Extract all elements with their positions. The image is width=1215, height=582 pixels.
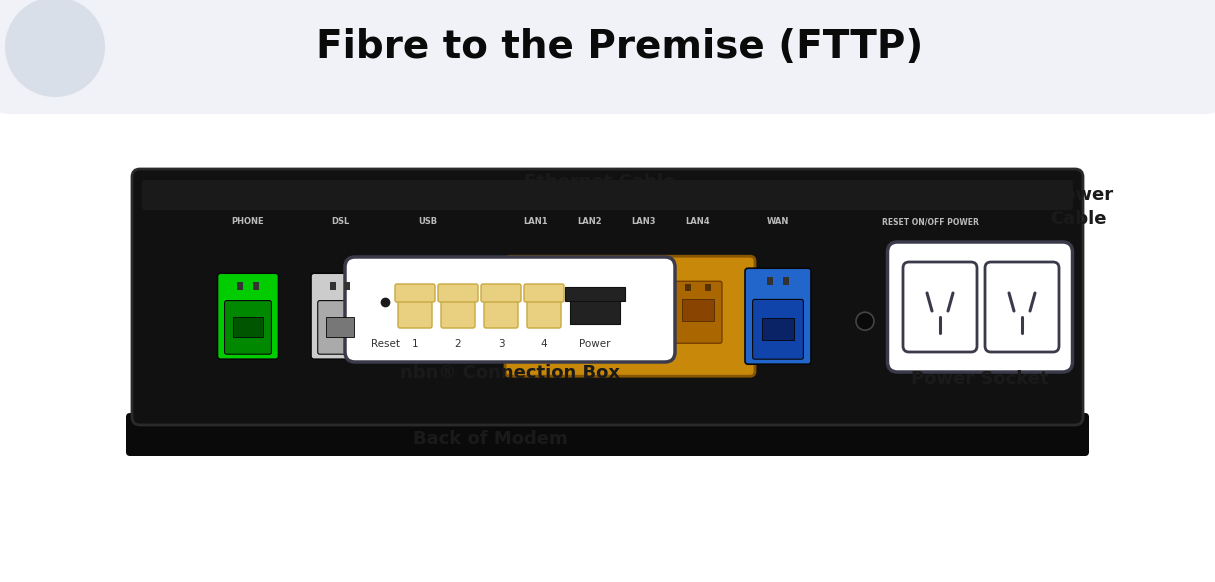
FancyBboxPatch shape — [237, 282, 243, 290]
FancyBboxPatch shape — [985, 262, 1059, 352]
FancyBboxPatch shape — [399, 296, 433, 328]
Text: nbn® Connection Box: nbn® Connection Box — [400, 364, 620, 382]
Circle shape — [857, 312, 874, 330]
FancyBboxPatch shape — [570, 299, 620, 324]
FancyBboxPatch shape — [126, 413, 1089, 456]
FancyBboxPatch shape — [527, 296, 561, 328]
FancyBboxPatch shape — [326, 317, 355, 338]
FancyBboxPatch shape — [767, 277, 773, 285]
FancyBboxPatch shape — [620, 281, 668, 343]
FancyBboxPatch shape — [887, 242, 1073, 372]
FancyBboxPatch shape — [631, 284, 637, 291]
Text: USB: USB — [418, 218, 437, 226]
Circle shape — [5, 0, 104, 97]
FancyBboxPatch shape — [597, 284, 603, 291]
FancyBboxPatch shape — [705, 284, 711, 291]
FancyBboxPatch shape — [344, 282, 350, 290]
Text: 2: 2 — [454, 339, 462, 349]
Text: 1: 1 — [412, 339, 418, 349]
FancyBboxPatch shape — [522, 284, 529, 291]
Text: RESET ON/OFF POWER: RESET ON/OFF POWER — [882, 218, 978, 226]
FancyBboxPatch shape — [685, 284, 691, 291]
Text: Power: Power — [580, 339, 611, 349]
FancyBboxPatch shape — [565, 287, 625, 301]
FancyBboxPatch shape — [418, 283, 437, 349]
FancyBboxPatch shape — [762, 318, 795, 340]
Text: WAN: WAN — [767, 218, 790, 226]
FancyBboxPatch shape — [674, 281, 722, 343]
FancyBboxPatch shape — [573, 299, 606, 321]
Text: 3: 3 — [498, 339, 504, 349]
FancyBboxPatch shape — [512, 281, 560, 343]
FancyBboxPatch shape — [217, 273, 278, 359]
FancyBboxPatch shape — [903, 262, 977, 352]
FancyBboxPatch shape — [441, 296, 475, 328]
Text: LAN3: LAN3 — [632, 218, 656, 226]
FancyBboxPatch shape — [524, 284, 564, 302]
FancyBboxPatch shape — [345, 257, 676, 362]
FancyBboxPatch shape — [253, 282, 259, 290]
Text: LAN2: LAN2 — [577, 218, 603, 226]
FancyBboxPatch shape — [651, 284, 657, 291]
Text: DSL: DSL — [330, 218, 349, 226]
FancyBboxPatch shape — [481, 284, 521, 302]
FancyBboxPatch shape — [577, 284, 583, 291]
FancyBboxPatch shape — [543, 284, 549, 291]
FancyBboxPatch shape — [437, 284, 477, 302]
Text: Ethernet Cable: Ethernet Cable — [525, 173, 676, 191]
Text: PHONE: PHONE — [232, 218, 265, 226]
FancyBboxPatch shape — [784, 277, 790, 285]
Circle shape — [957, 299, 1002, 343]
FancyBboxPatch shape — [395, 284, 435, 302]
FancyBboxPatch shape — [628, 299, 660, 321]
FancyBboxPatch shape — [906, 303, 934, 337]
FancyBboxPatch shape — [745, 268, 810, 364]
FancyBboxPatch shape — [682, 299, 714, 321]
FancyBboxPatch shape — [505, 256, 755, 376]
FancyBboxPatch shape — [409, 273, 446, 359]
FancyBboxPatch shape — [566, 281, 614, 343]
Text: Back of Modem: Back of Modem — [413, 430, 567, 448]
FancyBboxPatch shape — [132, 169, 1083, 425]
Text: LAN1: LAN1 — [524, 218, 548, 226]
Text: Power Socket: Power Socket — [911, 370, 1049, 388]
FancyBboxPatch shape — [311, 273, 369, 359]
FancyBboxPatch shape — [0, 0, 1215, 114]
Text: Power
Cable: Power Cable — [1050, 186, 1113, 228]
Text: LAN4: LAN4 — [685, 218, 711, 226]
Circle shape — [970, 311, 990, 331]
FancyBboxPatch shape — [911, 308, 929, 332]
FancyBboxPatch shape — [142, 180, 1073, 210]
FancyBboxPatch shape — [225, 300, 271, 354]
FancyBboxPatch shape — [317, 300, 362, 354]
FancyBboxPatch shape — [329, 282, 335, 290]
Text: Fibre to the Premise (FTTP): Fibre to the Premise (FTTP) — [316, 28, 923, 66]
FancyBboxPatch shape — [752, 299, 803, 359]
FancyBboxPatch shape — [233, 317, 262, 338]
FancyBboxPatch shape — [520, 299, 552, 321]
Text: 4: 4 — [541, 339, 547, 349]
Text: Reset: Reset — [371, 339, 400, 349]
FancyBboxPatch shape — [484, 296, 518, 328]
